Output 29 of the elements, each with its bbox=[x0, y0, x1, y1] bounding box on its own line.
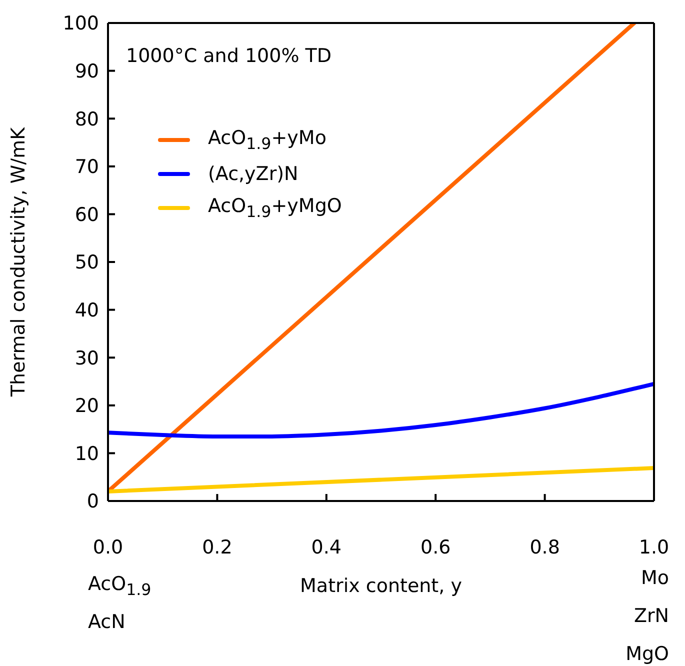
x-tick-label: 1.0 bbox=[638, 536, 670, 558]
x-tick-label: 0.4 bbox=[311, 536, 342, 558]
legend-label: AcO$_{1.9}$+yMgO bbox=[208, 195, 342, 221]
annotation: 1000°C and 100% TD bbox=[126, 45, 332, 67]
text: ZrN bbox=[634, 605, 669, 627]
x-tick-label: 0.8 bbox=[530, 536, 560, 558]
y-tick-label: 30 bbox=[74, 347, 99, 370]
y-tick-label: 20 bbox=[74, 395, 99, 418]
y-tick-label: 60 bbox=[74, 204, 99, 226]
legend-label: AcO$_{1.9}$+yMo bbox=[208, 127, 326, 153]
x-tick-label: 0.2 bbox=[202, 536, 232, 558]
text: MgO bbox=[626, 643, 669, 665]
y-tick-label: 50 bbox=[74, 252, 99, 274]
y-tick-label: 70 bbox=[74, 156, 99, 178]
y-tick-label: 10 bbox=[74, 442, 99, 465]
line-series bbox=[108, 382, 654, 438]
legend-label: (Ac,yZr)N bbox=[208, 163, 298, 185]
x-tick-label: 0.0 bbox=[92, 536, 124, 558]
x-axis-title: Matrix content, y bbox=[299, 575, 463, 597]
text: Mo bbox=[640, 567, 669, 589]
y-tick-label: 0 bbox=[86, 490, 99, 513]
y-tick-label: 90 bbox=[74, 60, 99, 83]
y-axis-title: Thermal conductivity, W/mK bbox=[8, 126, 30, 398]
y-tick-label: 100 bbox=[62, 12, 99, 35]
x-tick-label: 0.6 bbox=[420, 536, 451, 558]
text: AcN bbox=[88, 611, 126, 633]
y-tick-label: 80 bbox=[74, 108, 99, 130]
text: AcO$_{1.9}$ bbox=[88, 573, 152, 599]
y-tick-label: 40 bbox=[74, 300, 99, 322]
